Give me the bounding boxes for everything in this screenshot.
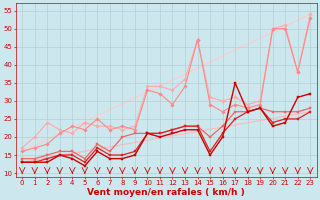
X-axis label: Vent moyen/en rafales ( km/h ): Vent moyen/en rafales ( km/h ): [87, 188, 245, 197]
